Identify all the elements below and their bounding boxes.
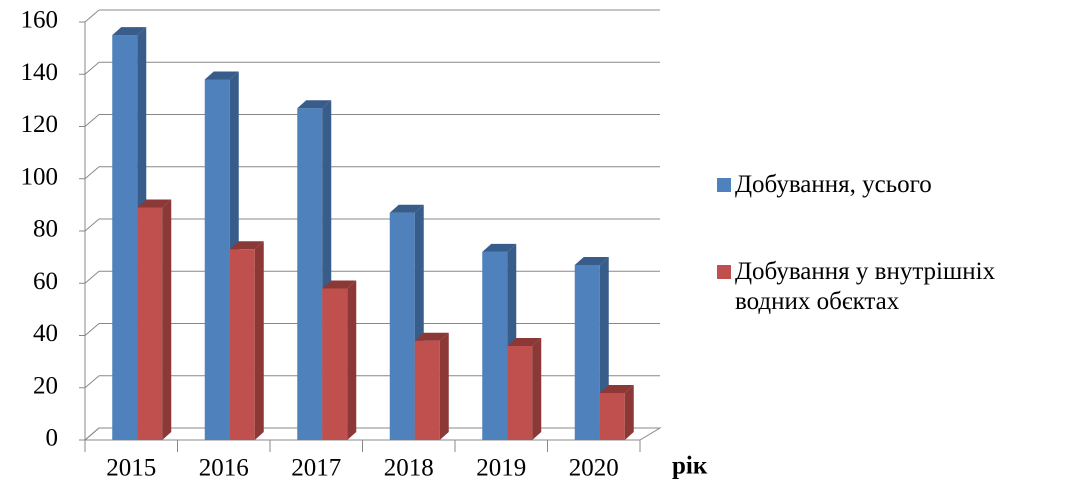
- grid-line: [84, 427, 100, 441]
- bar: [137, 207, 163, 440]
- bar-side: [624, 384, 634, 440]
- y-tick-label: 20: [33, 372, 58, 399]
- grid-line: [84, 323, 100, 336]
- bar: [204, 79, 230, 440]
- legend-swatch: [717, 265, 731, 279]
- y-tick-label: 100: [21, 163, 59, 190]
- y-tick-label: 160: [21, 7, 59, 34]
- bar-top: [599, 384, 634, 393]
- grid-line: [84, 218, 100, 232]
- bar-side: [439, 332, 449, 440]
- y-tick-label: 120: [21, 111, 59, 138]
- bar-top: [322, 280, 357, 289]
- bar-side: [347, 280, 357, 440]
- bar: [574, 264, 600, 440]
- x-tick-label: 2017: [291, 455, 341, 482]
- y-tick-label: 0: [46, 425, 59, 452]
- y-tick-label: 140: [21, 59, 59, 86]
- bar-side: [254, 241, 264, 440]
- bar-top: [137, 199, 172, 208]
- grid-line: [84, 270, 100, 284]
- x-tick-label: 2015: [106, 455, 156, 482]
- grid-line: [84, 114, 100, 127]
- y-tick-label: 80: [33, 216, 58, 243]
- bar-top: [229, 241, 264, 250]
- bar-side: [162, 199, 172, 440]
- x-tick-label: 2016: [199, 455, 249, 482]
- bar-top: [204, 71, 239, 80]
- bar: [599, 392, 625, 440]
- grid-line: [84, 375, 100, 389]
- y-tick-label: 60: [33, 268, 58, 295]
- grid-line: [84, 9, 100, 23]
- bar: [297, 108, 323, 441]
- bar: [389, 212, 415, 440]
- legend-label: Добування у внутрішніх водних обєктах: [735, 258, 996, 315]
- x-axis-label: рік: [672, 453, 708, 480]
- bar: [482, 251, 508, 440]
- grid-line: [84, 61, 100, 75]
- x-tick-label: 2019: [476, 455, 526, 482]
- bar: [507, 345, 533, 440]
- legend-swatch: [717, 178, 731, 192]
- bar-top: [482, 243, 517, 252]
- bar-top: [414, 332, 449, 341]
- bar: [322, 288, 348, 440]
- legend-label: Добування, усього: [735, 171, 932, 198]
- grid-line: [84, 166, 100, 180]
- bar-top: [389, 204, 424, 213]
- x-tick-label: 2020: [569, 455, 619, 482]
- bar-side: [532, 337, 542, 440]
- bar: [414, 340, 440, 440]
- bar: [112, 35, 138, 440]
- bar-top: [507, 337, 542, 346]
- bar: [229, 249, 255, 440]
- bar-top: [112, 27, 147, 36]
- x-tick-label: 2018: [384, 455, 434, 482]
- bar-top: [574, 256, 609, 265]
- bar-top: [297, 100, 332, 109]
- y-tick-label: 40: [33, 320, 58, 347]
